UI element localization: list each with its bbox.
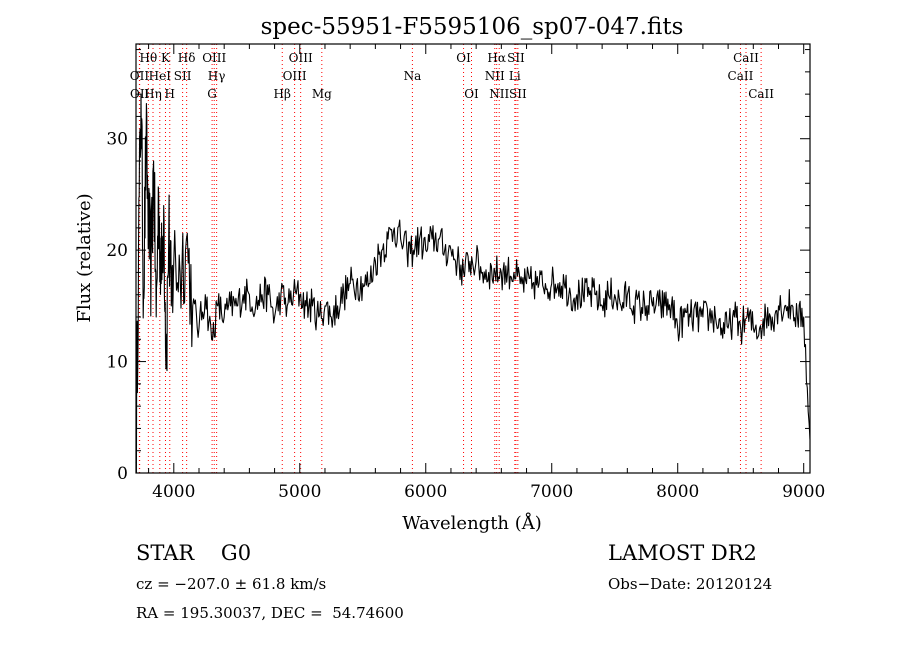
line-label-4: HeI	[149, 69, 172, 83]
x-tick-label-0: 4000	[152, 482, 195, 502]
redshift-velocity: cz = −207.0 ± 61.8 km/s	[136, 575, 327, 593]
y-tick-label-0: 0	[117, 464, 128, 484]
line-label-18: OI	[464, 87, 479, 101]
observation-date: Obs−Date: 20120124	[608, 575, 773, 593]
x-tick-label-3: 7000	[530, 482, 573, 502]
line-label-10: OIII	[202, 51, 226, 65]
spectrum-line	[135, 93, 811, 474]
line-label-5: K	[161, 51, 171, 65]
x-tick-label-5: 9000	[782, 482, 825, 502]
spectral-line-labels: OII OII Hθ Hη HeI K H SII Hδ G OIII Hγ Hβ OIII OIII Mg N…	[130, 51, 775, 101]
line-label-24: SII	[509, 87, 527, 101]
line-label-21: NII	[489, 87, 509, 101]
spectral-line-markers	[138, 44, 762, 473]
coordinates: RA = 195.30037, DEC = 54.74600	[136, 604, 404, 622]
y-tick-label-3: 30	[106, 130, 128, 150]
line-label-20: Hα	[487, 51, 506, 65]
line-label-0: OII	[130, 69, 150, 83]
x-tick-label-4: 8000	[656, 482, 699, 502]
survey-name: LAMOST DR2	[608, 541, 757, 565]
line-label-3: Hη	[144, 87, 162, 101]
plot-frame	[135, 43, 811, 474]
line-label-14: OIII	[289, 51, 313, 65]
line-label-25: CaII	[728, 69, 754, 83]
line-label-9: G	[207, 87, 217, 101]
x-tick-label-2: 6000	[404, 482, 447, 502]
line-label-19: NII	[485, 69, 505, 83]
axes: 4000 5000 6000 7000 8000 9000 0 10 20 30	[106, 44, 825, 502]
line-label-13: OIII	[283, 69, 307, 83]
line-label-23: SII	[507, 51, 525, 65]
x-axis-label: Wavelength (Å)	[402, 512, 542, 534]
line-label-15: Mg	[312, 87, 332, 101]
line-label-16: Na	[404, 69, 422, 83]
line-label-6: H	[165, 87, 175, 101]
y-tick-label-1: 10	[106, 353, 128, 373]
object-class: STAR G0	[136, 541, 252, 565]
line-label-26: CaII	[733, 51, 759, 65]
x-tick-label-1: 5000	[278, 482, 321, 502]
line-label-17: OI	[456, 51, 471, 65]
line-label-1: OII	[130, 87, 150, 101]
line-label-2: Hθ	[139, 51, 157, 65]
line-label-27: CaII	[748, 87, 774, 101]
y-tick-label-2: 20	[106, 241, 128, 261]
chart-title: spec-55951-F5595106_sp07-047.fits	[261, 14, 684, 40]
y-axis-label: Flux (relative)	[74, 193, 95, 322]
line-label-12: Hβ	[274, 87, 291, 101]
line-label-22: Li	[509, 69, 521, 83]
line-label-7: SII	[174, 69, 192, 83]
line-label-11: Hγ	[208, 69, 226, 83]
line-label-8: Hδ	[178, 51, 196, 65]
